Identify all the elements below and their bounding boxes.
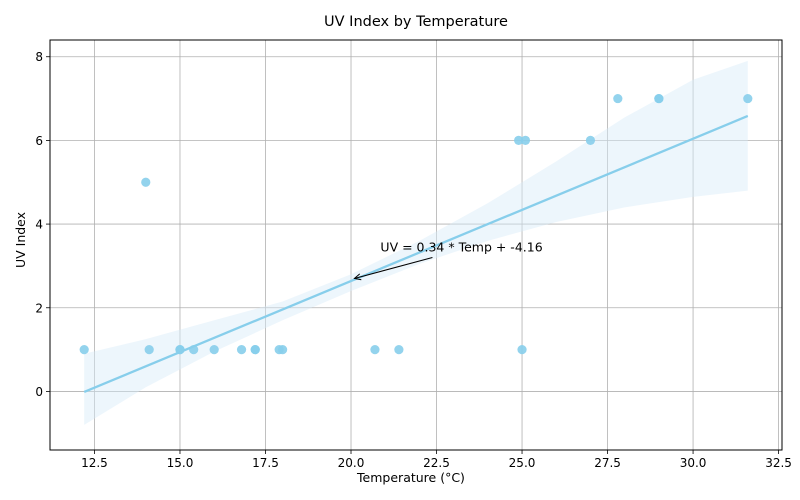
annotation-text: UV = 0.34 * Temp + -4.16 (380, 239, 542, 254)
annotation-arrowhead (353, 273, 362, 281)
y-tick-label: 6 (35, 134, 43, 148)
x-axis-label: Temperature (°C) (356, 470, 465, 485)
y-tick-label: 2 (35, 301, 43, 315)
y-axis-label: UV Index (13, 212, 28, 268)
data-point (517, 344, 527, 355)
x-tick-label: 30.0 (680, 456, 707, 470)
confidence-band (84, 60, 748, 425)
x-axis-ticks: 12.5 15.0 17.5 20.0 22.5 25.0 27.5 30.0 32.5 (81, 450, 792, 470)
x-tick-label: 22.5 (423, 456, 450, 470)
plot-frame (49, 39, 783, 451)
chart-title: UV Index by Temperature (324, 14, 508, 30)
data-point (743, 93, 753, 104)
scatter-points (79, 93, 753, 355)
data-point (144, 344, 154, 355)
x-tick-label: 17.5 (252, 456, 279, 470)
y-tick-label: 8 (35, 50, 43, 64)
annotation-arrow (354, 256, 433, 279)
x-tick-label: 25.0 (509, 456, 536, 470)
data-point (250, 344, 260, 355)
grid-lines (50, 40, 782, 450)
data-point (585, 135, 596, 146)
data-point (654, 93, 664, 104)
x-tick-label: 20.0 (338, 456, 365, 470)
y-tick-label: 0 (35, 385, 43, 399)
data-point (520, 135, 531, 146)
x-tick-label: 15.0 (167, 456, 194, 470)
data-point (236, 344, 247, 355)
data-point (370, 344, 380, 355)
y-tick-label: 4 (35, 218, 43, 232)
x-tick-label: 27.5 (594, 456, 621, 470)
data-point (141, 177, 151, 187)
y-axis-ticks: 0 2 4 6 8 (35, 50, 50, 399)
data-point (394, 344, 404, 355)
data-point (209, 344, 219, 355)
data-point (189, 344, 199, 355)
data-point (514, 135, 524, 146)
x-tick-label: 32.5 (765, 456, 792, 470)
data-point (175, 344, 185, 355)
data-point (277, 344, 288, 355)
data-point (79, 344, 89, 355)
equation-annotation: UV = 0.34 * Temp + -4.16 (353, 239, 543, 281)
x-tick-label: 12.5 (81, 456, 108, 470)
data-point (613, 93, 623, 104)
